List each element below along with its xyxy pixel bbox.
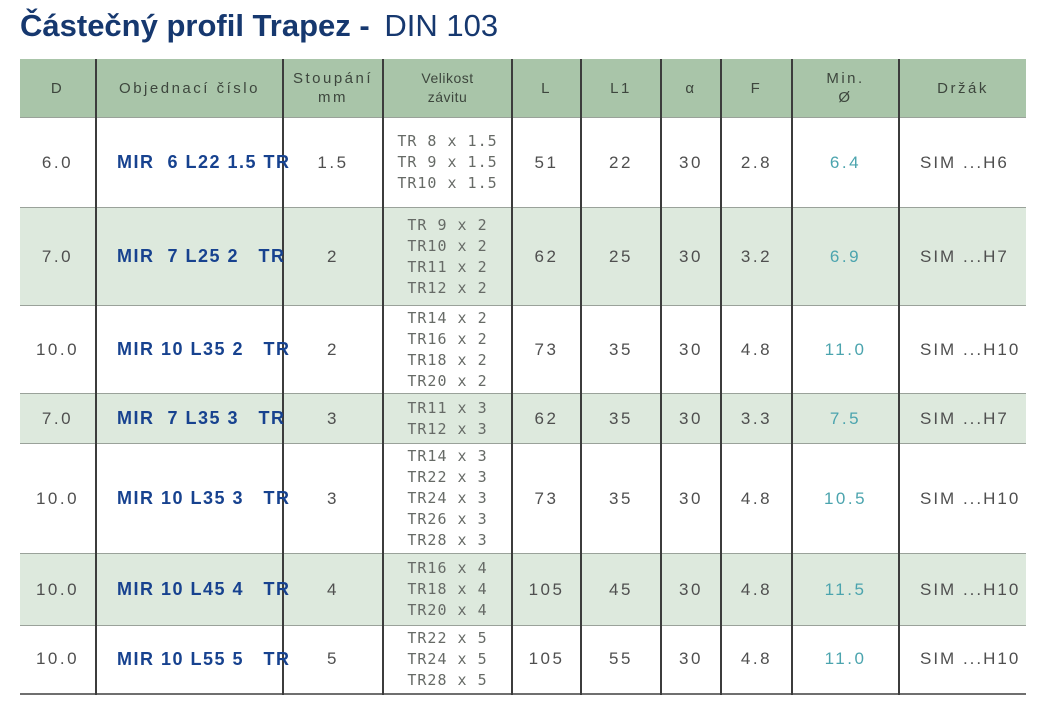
- cell-thread-sizes: TR22 x 5 TR24 x 5 TR28 x 5: [382, 625, 512, 694]
- cell-f: 4.8: [720, 553, 792, 626]
- cell-alpha: 30: [660, 625, 721, 694]
- cell-min-diameter: 11.0: [791, 625, 899, 694]
- column-header-thread-size: Velikost závitu: [382, 59, 512, 118]
- cell-alpha: 30: [660, 443, 721, 554]
- cell-holder: SIM ...H10: [898, 305, 1026, 394]
- cell-alpha: 30: [660, 305, 721, 394]
- column-header-l: L: [511, 59, 581, 118]
- cell-pitch: 2: [282, 305, 383, 394]
- cell-d: 10.0: [35, 488, 80, 508]
- cell-d: 10.0: [35, 579, 80, 599]
- cell-min-diameter: 10.5: [791, 443, 899, 554]
- cell-min-diameter: 11.5: [791, 553, 899, 626]
- cell-order-number: MIR 10 L35 2 TR: [95, 305, 289, 394]
- column-header-d: D: [20, 59, 96, 118]
- cell-f: 2.8: [720, 117, 792, 208]
- cell-order-number: MIR 7 L25 2 TR: [95, 207, 284, 306]
- cell-l1: 35: [580, 443, 661, 554]
- cell-pitch: 4: [282, 553, 383, 626]
- table-row: 7.0 MIR 7 L35 3 TR 3 TR11 x 3 TR12 x 3 6…: [20, 393, 1026, 444]
- cell-f: 4.8: [720, 443, 792, 554]
- cell-holder: SIM ...H7: [898, 207, 1026, 306]
- cell-order-number: MIR 10 L35 3 TR: [95, 443, 289, 554]
- cell-pitch: 2: [282, 207, 383, 306]
- cell-min-diameter: 6.9: [791, 207, 899, 306]
- cell-order-number: MIR 7 L35 3 TR: [95, 393, 284, 444]
- table-header-row: D Objednací číslo Stoupání mm Velikost z…: [20, 59, 1026, 118]
- cell-order-number: MIR 6 L22 1.5 TR: [95, 117, 289, 208]
- cell-d: 7.0: [41, 408, 74, 428]
- cell-d: 10.0: [35, 649, 80, 669]
- cell-thread-sizes: TR 9 x 2 TR10 x 2 TR11 x 2 TR12 x 2: [382, 207, 512, 306]
- cell-l1: 45: [580, 553, 661, 626]
- cell-holder: SIM ...H10: [898, 625, 1026, 694]
- cell-l: 73: [511, 305, 581, 394]
- column-header-alpha: α: [660, 59, 721, 118]
- cell-l: 62: [511, 393, 581, 444]
- cell-min-diameter: 11.0: [791, 305, 899, 394]
- cell-alpha: 30: [660, 117, 721, 208]
- cell-l: 73: [511, 443, 581, 554]
- cell-holder: SIM ...H6: [898, 117, 1026, 208]
- cell-alpha: 30: [660, 207, 721, 306]
- cell-l1: 35: [580, 393, 661, 444]
- cell-thread-sizes: TR 8 x 1.5 TR 9 x 1.5 TR10 x 1.5: [382, 117, 512, 208]
- cell-l: 51: [511, 117, 581, 208]
- cell-l1: 35: [580, 305, 661, 394]
- cell-l: 105: [511, 625, 581, 694]
- column-header-f: F: [720, 59, 792, 118]
- cell-min-diameter: 7.5: [791, 393, 899, 444]
- table-row: 10.0 MIR 10 L35 3 TR 3 TR14 x 3 TR22 x 3…: [20, 443, 1026, 554]
- cell-thread-sizes: TR16 x 4 TR18 x 4 TR20 x 4: [382, 553, 512, 626]
- column-header-holder: Držák: [898, 59, 1026, 118]
- cell-thread-sizes: TR14 x 3 TR22 x 3 TR24 x 3 TR26 x 3 TR28…: [382, 443, 512, 554]
- cell-l: 105: [511, 553, 581, 626]
- cell-holder: SIM ...H10: [898, 553, 1026, 626]
- cell-l: 62: [511, 207, 581, 306]
- cell-d: 10.0: [35, 339, 80, 359]
- table-row: 10.0 MIR 10 L55 5 TR 5 TR22 x 5 TR24 x 5…: [20, 625, 1026, 694]
- cell-order-number: MIR 10 L55 5 TR: [95, 625, 289, 694]
- cell-pitch: 1.5: [282, 117, 383, 208]
- cell-l1: 25: [580, 207, 661, 306]
- table-row: 10.0 MIR 10 L45 4 TR 4 TR16 x 4 TR18 x 4…: [20, 553, 1026, 626]
- cell-order-number: MIR 10 L45 4 TR: [95, 553, 289, 626]
- page-title-standard: DIN 103: [384, 8, 499, 43]
- table-row: 7.0 MIR 7 L25 2 TR 2 TR 9 x 2 TR10 x 2 T…: [20, 207, 1026, 306]
- cell-d: 7.0: [41, 246, 74, 266]
- column-header-order-number: Objednací číslo: [95, 59, 283, 118]
- column-header-pitch: Stoupání mm: [282, 59, 383, 118]
- cell-holder: SIM ...H10: [898, 443, 1026, 554]
- cell-thread-sizes: TR14 x 2 TR16 x 2 TR18 x 2 TR20 x 2: [382, 305, 512, 394]
- cell-d: 6.0: [41, 152, 74, 172]
- cell-alpha: 30: [660, 393, 721, 444]
- product-spec-table: D Objednací číslo Stoupání mm Velikost z…: [20, 59, 1026, 695]
- cell-l1: 55: [580, 625, 661, 694]
- cell-f: 4.8: [720, 625, 792, 694]
- page-title: Částečný profil Trapez - DIN 103: [20, 6, 1049, 46]
- table-row: 10.0 MIR 10 L35 2 TR 2 TR14 x 2 TR16 x 2…: [20, 305, 1026, 394]
- cell-pitch: 3: [282, 443, 383, 554]
- cell-l1: 22: [580, 117, 661, 208]
- column-header-min-diameter: Min. Ø: [791, 59, 899, 118]
- cell-thread-sizes: TR11 x 3 TR12 x 3: [382, 393, 512, 444]
- cell-f: 3.3: [720, 393, 792, 444]
- cell-alpha: 30: [660, 553, 721, 626]
- cell-holder: SIM ...H7: [898, 393, 1026, 444]
- cell-min-diameter: 6.4: [791, 117, 899, 208]
- page-title-main: Částečný profil Trapez -: [20, 8, 370, 43]
- table-row: 6.0 MIR 6 L22 1.5 TR 1.5 TR 8 x 1.5 TR 9…: [20, 117, 1026, 208]
- cell-f: 3.2: [720, 207, 792, 306]
- column-header-l1: L1: [580, 59, 661, 118]
- cell-pitch: 3: [282, 393, 383, 444]
- cell-f: 4.8: [720, 305, 792, 394]
- cell-pitch: 5: [282, 625, 383, 694]
